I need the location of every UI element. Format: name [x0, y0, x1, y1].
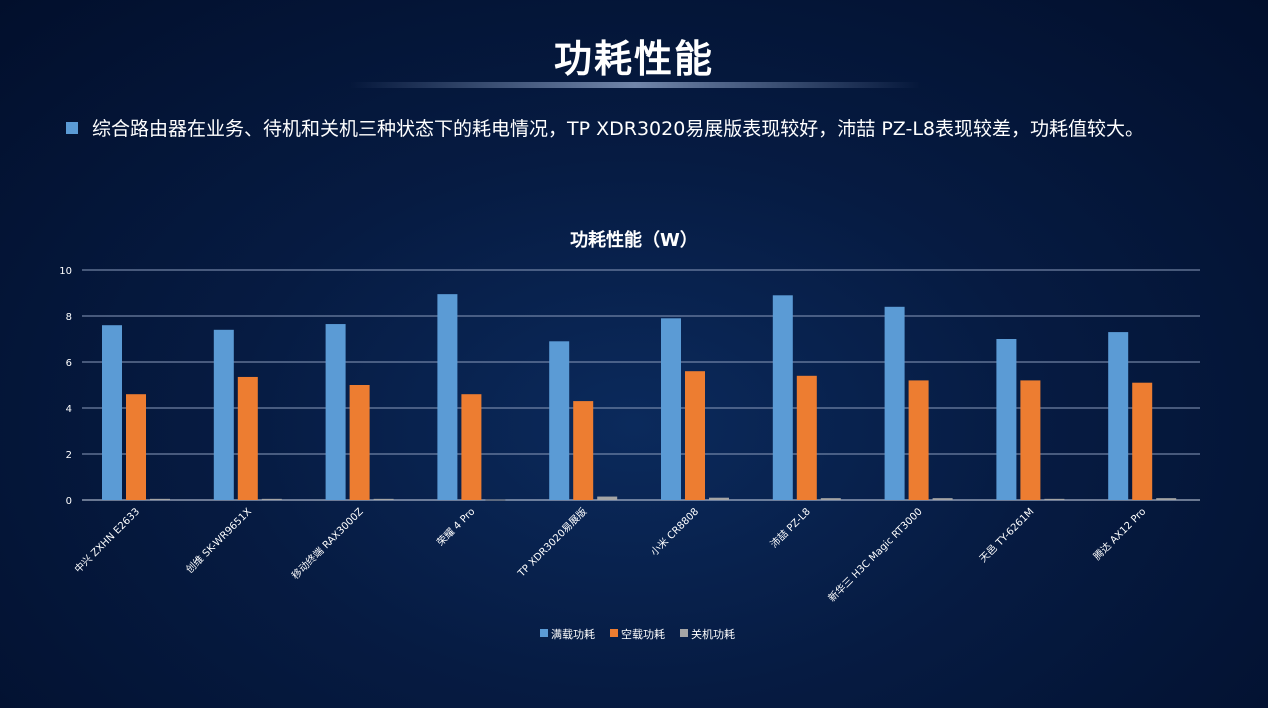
bar — [549, 341, 570, 500]
bar — [150, 498, 170, 500]
legend-label: 满载功耗 — [551, 628, 595, 641]
y-tick-label: 4 — [66, 404, 72, 415]
bar — [996, 339, 1017, 500]
bar — [237, 376, 258, 500]
bar — [685, 371, 705, 500]
bar — [772, 295, 793, 500]
legend-swatch — [540, 629, 548, 637]
bullet-icon — [66, 121, 78, 134]
page-title: 功耗性能 — [553, 37, 714, 81]
bar — [932, 498, 953, 500]
bar — [437, 294, 458, 500]
bar — [325, 324, 346, 500]
x-tick-label: 中兴 ZXHN E2633 — [72, 505, 143, 576]
bar — [709, 497, 729, 500]
x-tick-label: TP XDR3020易展版 — [514, 505, 589, 580]
bar — [597, 496, 618, 500]
bar — [1132, 382, 1153, 500]
y-tick-label: 0 — [66, 496, 72, 507]
x-tick-label: 新华三 H3C Magic RT3000 — [825, 505, 924, 604]
legend-swatch — [680, 629, 688, 637]
x-tick-label: 腾达 AX12 Pro — [1091, 505, 1149, 563]
x-tick-label: 沛喆 PZ-L8 — [767, 505, 813, 551]
x-tick-label: 小米 CR8808 — [648, 505, 701, 558]
bar — [908, 380, 929, 500]
description-text: 综合路由器在业务、待机和关机三种状态下的耗电情况，TP XDR3020易展版表现… — [92, 118, 1145, 140]
bar — [373, 498, 394, 500]
bar — [661, 318, 681, 500]
bar — [820, 498, 841, 500]
bar — [213, 329, 234, 500]
bar — [126, 394, 146, 500]
bar — [461, 394, 482, 500]
bar — [261, 498, 282, 500]
y-tick-label: 6 — [66, 358, 72, 369]
x-tick-label: 创维 SK-WR9651X — [183, 505, 254, 576]
legend-label: 空载功耗 — [621, 627, 665, 641]
y-tick-label: 2 — [66, 450, 72, 461]
bar — [884, 306, 905, 500]
x-tick-label: 天邑 TY-6261M — [977, 506, 1036, 565]
bar — [796, 375, 817, 500]
legend-swatch — [610, 629, 618, 637]
x-tick-label: 荣耀 4 Pro — [435, 506, 478, 549]
x-tick-label: 移动终端 RAX3000Z — [289, 505, 366, 582]
bar — [1108, 332, 1129, 500]
bar — [1044, 498, 1065, 500]
y-tick-label: 8 — [66, 312, 72, 323]
bar — [1020, 380, 1041, 500]
chart-title: 功耗性能（W） — [570, 229, 698, 251]
bar — [349, 385, 370, 500]
title-underline — [350, 82, 920, 88]
legend-label: 关机功耗 — [691, 627, 735, 641]
bar — [102, 325, 122, 500]
y-tick-label: 10 — [59, 266, 72, 277]
bar — [1156, 498, 1177, 500]
bar — [573, 401, 594, 500]
bar — [485, 499, 506, 501]
description: 综合路由器在业务、待机和关机三种状态下的耗电情况，TP XDR3020易展版表现… — [66, 114, 1144, 141]
